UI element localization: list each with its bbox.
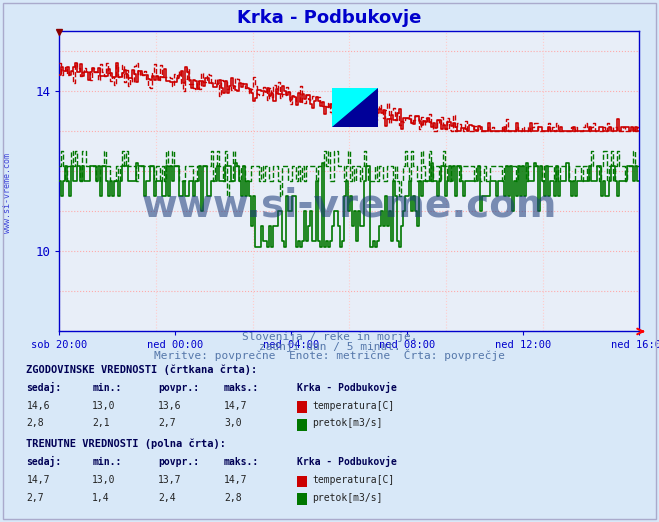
Text: 14,7: 14,7 (224, 401, 248, 411)
Text: 13,6: 13,6 (158, 401, 182, 411)
Text: sedaj:: sedaj: (26, 382, 61, 393)
Text: 14,7: 14,7 (26, 475, 50, 485)
Text: 14,6: 14,6 (26, 401, 50, 411)
Text: temperatura[C]: temperatura[C] (312, 475, 395, 485)
Text: Krka - Podbukovje: Krka - Podbukovje (297, 382, 397, 393)
Text: 2,1: 2,1 (92, 419, 110, 429)
Text: Krka - Podbukovje: Krka - Podbukovje (297, 456, 397, 467)
Text: temperatura[C]: temperatura[C] (312, 401, 395, 411)
Text: 13,0: 13,0 (92, 475, 116, 485)
Text: povpr.:: povpr.: (158, 457, 199, 467)
Text: TRENUTNE VREDNOSTI (polna črta):: TRENUTNE VREDNOSTI (polna črta): (26, 439, 226, 449)
Text: povpr.:: povpr.: (158, 383, 199, 393)
Text: pretok[m3/s]: pretok[m3/s] (312, 493, 383, 503)
Polygon shape (332, 88, 378, 127)
Text: Slovenija / reke in morje.: Slovenija / reke in morje. (242, 333, 417, 342)
Text: min.:: min.: (92, 457, 122, 467)
Text: Meritve: povprečne  Enote: metrične  Črta: povprečje: Meritve: povprečne Enote: metrične Črta:… (154, 349, 505, 361)
Text: 1,4: 1,4 (92, 493, 110, 503)
Text: Krka - Podbukovje: Krka - Podbukovje (237, 9, 422, 27)
Text: maks.:: maks.: (224, 383, 259, 393)
Text: www.si-vreme.com: www.si-vreme.com (142, 186, 557, 224)
Text: sedaj:: sedaj: (26, 456, 61, 467)
Text: 2,7: 2,7 (158, 419, 176, 429)
Text: 2,8: 2,8 (26, 419, 44, 429)
Text: 3,0: 3,0 (224, 419, 242, 429)
Text: ZGODOVINSKE VREDNOSTI (črtkana črta):: ZGODOVINSKE VREDNOSTI (črtkana črta): (26, 365, 258, 375)
Text: www.si-vreme.com: www.si-vreme.com (3, 153, 13, 233)
Polygon shape (332, 88, 378, 127)
Text: 13,0: 13,0 (92, 401, 116, 411)
Text: zadnji dan / 5 minut.: zadnji dan / 5 minut. (258, 342, 401, 352)
Text: 14,7: 14,7 (224, 475, 248, 485)
Text: maks.:: maks.: (224, 457, 259, 467)
Text: 13,7: 13,7 (158, 475, 182, 485)
Text: min.:: min.: (92, 383, 122, 393)
Text: 2,4: 2,4 (158, 493, 176, 503)
Text: pretok[m3/s]: pretok[m3/s] (312, 419, 383, 429)
Text: 2,7: 2,7 (26, 493, 44, 503)
Text: 2,8: 2,8 (224, 493, 242, 503)
